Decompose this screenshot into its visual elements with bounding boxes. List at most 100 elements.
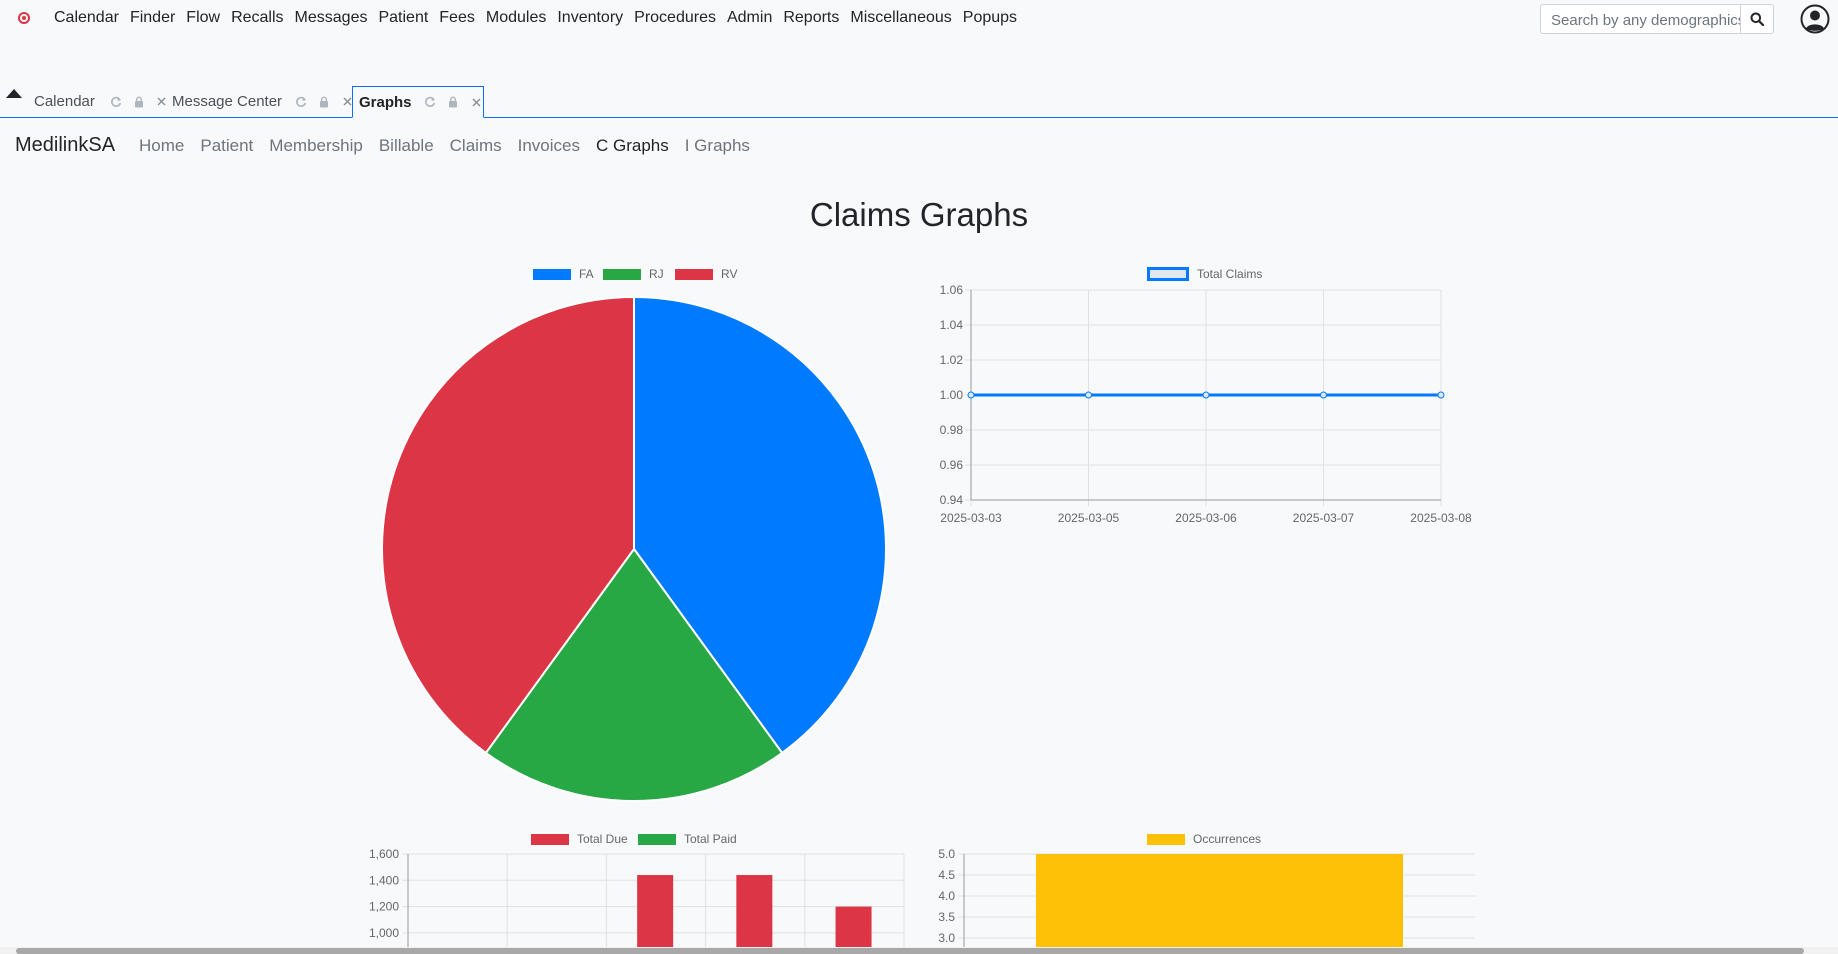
data-point (1437, 391, 1445, 399)
tab-message-center[interactable]: Message Center (172, 86, 354, 117)
menu-reports[interactable]: Reports (783, 9, 840, 26)
menu-admin[interactable]: Admin (726, 9, 773, 26)
collapse-tabs-icon[interactable] (6, 89, 22, 98)
pie-chart (381, 295, 887, 802)
close-icon[interactable] (469, 95, 483, 109)
nav-billable[interactable]: Billable (378, 136, 434, 155)
legend-label: Total Due (577, 832, 628, 846)
brand-name[interactable]: MedilinkSA (15, 134, 116, 156)
bar-chart-amounts: 1,600 1,400 1,200 1,000 (369, 847, 905, 947)
nav-invoices[interactable]: Invoices (517, 136, 580, 155)
menu-fees[interactable]: Fees (439, 9, 475, 26)
nav-membership[interactable]: Membership (269, 136, 363, 155)
lock-icon[interactable] (132, 95, 146, 109)
line-chart: 1.06 1.04 1.02 1.00 0.98 0.96 0.94 2025-03-03 20… (940, 283, 1472, 525)
tab-graphs[interactable]: Graphs (352, 86, 484, 118)
legend-item[interactable]: FA (533, 267, 594, 281)
top-navbar: Calendar Finder Flow Recalls Messages Pa… (0, 0, 1838, 40)
legend-item[interactable]: Total Claims (1147, 267, 1262, 281)
legend-label: Total Claims (1197, 267, 1263, 281)
lock-icon[interactable] (317, 95, 331, 109)
search-box (1540, 4, 1743, 34)
tab-label: Calendar (34, 93, 95, 110)
close-icon[interactable] (340, 95, 354, 109)
tab-label: Message Center (172, 93, 283, 110)
y-tick-label: 1,200 (369, 900, 399, 914)
y-tick-label: 3.0 (938, 931, 955, 945)
y-tick-label: 1.02 (940, 353, 964, 367)
nav-claims[interactable]: Claims (449, 136, 502, 155)
menu-inventory[interactable]: Inventory (557, 9, 624, 26)
legend-label: RJ (649, 267, 664, 281)
menu-recalls[interactable]: Recalls (231, 9, 284, 26)
legend-label: RV (721, 267, 738, 281)
y-tick-label: 1.00 (940, 388, 964, 402)
legend-item[interactable]: RJ (603, 267, 664, 281)
refresh-icon[interactable] (109, 95, 123, 109)
user-avatar-icon[interactable] (1800, 4, 1830, 34)
bar (835, 906, 872, 947)
nav-i-graphs[interactable]: I Graphs (684, 136, 750, 155)
bar (1036, 854, 1403, 947)
y-tick-label: 0.96 (940, 458, 964, 472)
y-tick-label: 1,400 (369, 873, 399, 887)
legend-swatch (1147, 267, 1189, 281)
menu-patient[interactable]: Patient (378, 9, 429, 26)
legend-item[interactable]: Occurrences (1147, 832, 1261, 846)
y-tick-label: 1,000 (369, 926, 399, 940)
menu-calendar[interactable]: Calendar (54, 9, 119, 26)
y-tick-label: 3.5 (938, 910, 955, 924)
nav-home[interactable]: Home (139, 136, 185, 155)
nav-patient[interactable]: Patient (200, 136, 254, 155)
legend-item[interactable]: Total Paid (638, 832, 737, 846)
legend-label: Total Paid (684, 832, 737, 846)
pie-slice (381, 295, 635, 755)
y-tick-label: 4.5 (938, 868, 955, 882)
y-tick-label: 0.94 (940, 493, 964, 507)
menu-finder[interactable]: Finder (129, 9, 176, 26)
app-nav: Home Patient Membership Billable Claims … (139, 136, 766, 156)
menu-flow[interactable]: Flow (186, 9, 221, 26)
legend-item[interactable]: Total Due (531, 832, 628, 846)
bar (637, 875, 674, 947)
menu-modules[interactable]: Modules (485, 9, 547, 26)
menu-miscellaneous[interactable]: Miscellaneous (850, 9, 952, 26)
menu-messages[interactable]: Messages (294, 9, 368, 26)
scrollbar-thumb[interactable] (16, 948, 1804, 954)
legend-swatch (638, 833, 676, 845)
y-tick-label: 4.0 (938, 889, 955, 903)
horizontal-scrollbar[interactable] (0, 947, 1838, 954)
pie-slice (633, 295, 887, 755)
search-button[interactable] (1740, 4, 1774, 34)
y-tick-label: 1.06 (940, 283, 964, 297)
pie-slice (484, 547, 784, 802)
legend-item[interactable]: RV (675, 267, 737, 281)
legend-swatch (1147, 833, 1185, 845)
search-input[interactable] (1549, 6, 1743, 34)
tab-strip: Calendar Message Center Graphs (0, 86, 1838, 118)
data-point (967, 391, 975, 399)
close-icon[interactable] (155, 95, 169, 109)
menu-popups[interactable]: Popups (962, 9, 1018, 26)
x-tick-label: 2025-03-08 (1410, 511, 1472, 525)
page-title: Claims Graphs (809, 196, 1029, 233)
data-point (1085, 391, 1092, 399)
menu-procedures[interactable]: Procedures (634, 9, 716, 26)
tab-calendar[interactable]: Calendar (34, 86, 169, 117)
refresh-icon[interactable] (294, 95, 308, 109)
nav-c-graphs[interactable]: C Graphs (595, 136, 669, 155)
search-icon (1750, 12, 1764, 26)
bar-chart-occurrences: 5.0 4.5 4.0 3.5 3.0 (938, 847, 1475, 947)
legend-swatch (603, 268, 641, 280)
y-tick-label: 5.0 (938, 847, 955, 861)
x-tick-label: 2025-03-03 (940, 511, 1002, 525)
app-logo-icon[interactable] (18, 12, 30, 24)
x-tick-label: 2025-03-07 (1293, 511, 1355, 525)
refresh-icon[interactable] (424, 95, 438, 109)
legend-swatch (533, 268, 571, 280)
x-tick-label: 2025-03-05 (1058, 511, 1120, 525)
bar (736, 875, 773, 947)
lock-icon[interactable] (446, 95, 460, 109)
legend-swatch (531, 833, 569, 845)
y-tick-label: 1,600 (369, 847, 399, 861)
